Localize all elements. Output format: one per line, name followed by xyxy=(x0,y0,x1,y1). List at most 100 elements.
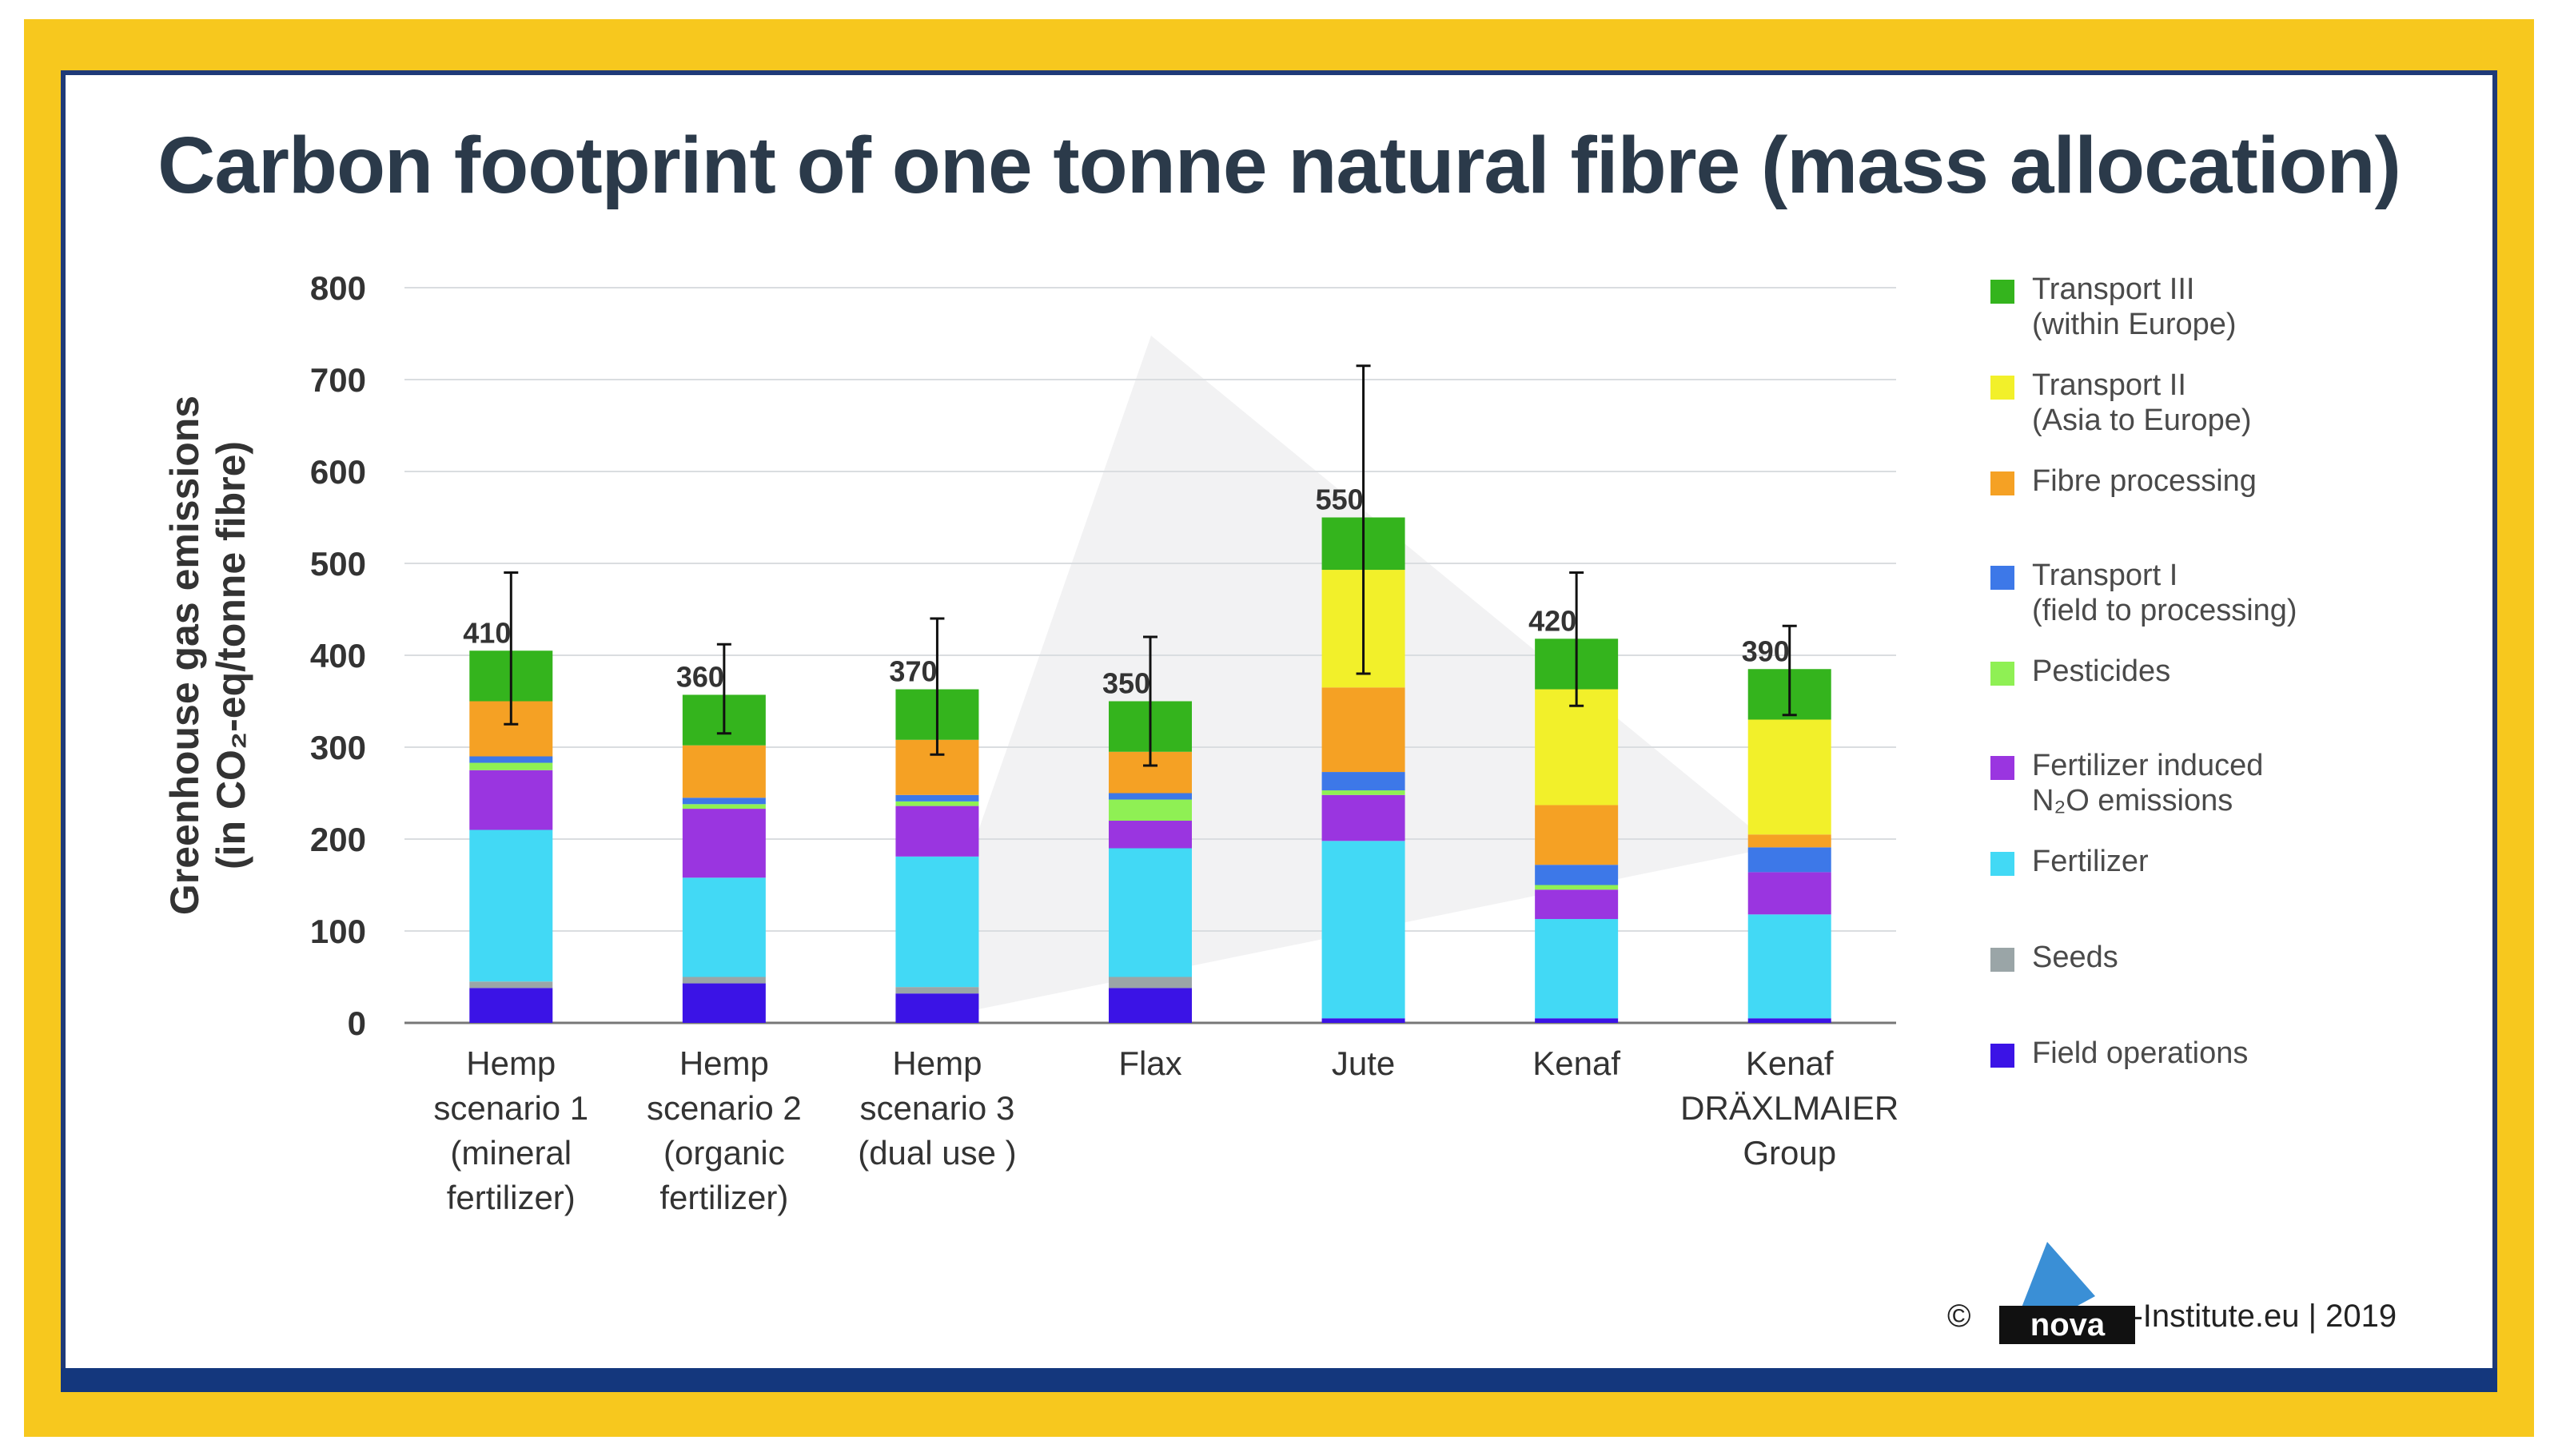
legend-item: Pesticides xyxy=(1990,654,2170,689)
legend-swatch xyxy=(1990,376,2014,400)
bar-segment xyxy=(1535,1018,1619,1023)
legend-label: Seeds xyxy=(2032,941,2118,974)
legend-item: Transport II (Asia to Europe) xyxy=(1990,368,2252,438)
legend-item: Seeds xyxy=(1990,940,2118,975)
bar-segment xyxy=(895,794,979,802)
x-category-label: Group xyxy=(1743,1134,1836,1172)
y-tick-label: 400 xyxy=(310,637,366,674)
legend-item: Transport III (within Europe) xyxy=(1990,272,2237,342)
gridlines xyxy=(404,287,1896,1024)
bar-segment xyxy=(1321,841,1405,1019)
legend-swatch xyxy=(1990,471,2014,495)
bar-segment xyxy=(469,756,553,763)
bar-segment xyxy=(1747,834,1831,848)
x-category-label: fertilizer) xyxy=(659,1179,788,1216)
x-category-label: (mineral xyxy=(450,1134,572,1172)
bar-segment xyxy=(1109,799,1192,821)
x-category-label: fertilizer) xyxy=(447,1179,576,1216)
legend-label: Fibre processing xyxy=(2032,464,2257,498)
x-category-label: scenario 2 xyxy=(647,1089,802,1127)
bar-segment xyxy=(1109,821,1192,849)
legend-item: Fertilizer induced N₂O emissions xyxy=(1990,748,2263,818)
nova-logo: nova xyxy=(1975,1242,2136,1344)
x-category-label: Hemp xyxy=(892,1044,982,1082)
bar-segment xyxy=(682,877,766,977)
legend-swatch xyxy=(1990,948,2014,972)
legend-label: Pesticides xyxy=(2032,654,2171,688)
bar-segment xyxy=(1535,805,1619,865)
bar-segment xyxy=(895,856,979,988)
nova-logo-text: nova xyxy=(1999,1306,2136,1344)
chart-title: Carbon footprint of one tonne natural fi… xyxy=(157,121,2401,210)
bar-segment xyxy=(895,801,979,806)
bar-segment xyxy=(895,806,979,857)
bar-segment xyxy=(682,804,766,810)
nova-logo-sail-icon xyxy=(2007,1242,2096,1344)
bar-segment xyxy=(1747,914,1831,1019)
bar-segment xyxy=(1109,793,1192,800)
bar-segment xyxy=(1321,772,1405,791)
legend-label: Fertilizer induced N₂O emissions xyxy=(2032,749,2264,818)
y-tick-label: 100 xyxy=(310,913,366,950)
total-label: 360 xyxy=(676,660,724,693)
copyright-symbol: © xyxy=(1947,1298,1971,1334)
bar-segment xyxy=(1535,689,1619,806)
legend-label: Transport I (field to processing) xyxy=(2032,559,2297,627)
bar-segment xyxy=(895,987,979,994)
x-category-label: Hemp xyxy=(466,1044,556,1082)
bar-segment xyxy=(682,983,766,1023)
bar-segment xyxy=(1747,872,1831,915)
legend-label: Fertilizer xyxy=(2032,845,2149,878)
bar-segment xyxy=(469,829,553,982)
y-tick-label: 800 xyxy=(310,269,366,307)
x-category-label: (dual use ) xyxy=(858,1134,1016,1172)
legend-swatch xyxy=(1990,852,2014,876)
legend-item: Field operations xyxy=(1990,1036,2248,1071)
bar-segment xyxy=(1535,885,1619,890)
bar-segment xyxy=(469,988,553,1023)
bar-segment xyxy=(469,762,553,770)
legend-swatch xyxy=(1990,280,2014,304)
bar-segment xyxy=(1321,790,1405,795)
total-label: 350 xyxy=(1102,667,1150,700)
legend-swatch xyxy=(1990,1044,2014,1068)
y-tick-label: 600 xyxy=(310,453,366,491)
x-category-label: Kenaf xyxy=(1746,1044,1834,1082)
legend-swatch xyxy=(1990,756,2014,780)
bar-segment xyxy=(1109,988,1192,1023)
y-axis-label: Greenhouse gas emissions xyxy=(162,396,207,915)
y-tick-label: 500 xyxy=(310,545,366,583)
legend-label: Transport II (Asia to Europe) xyxy=(2032,368,2252,437)
bar-segment xyxy=(895,993,979,1023)
y-axis-label-units: (in CO₂-eq/tonne fibre) xyxy=(209,441,253,869)
bar-segment xyxy=(1321,687,1405,773)
legend-label: Transport III (within Europe) xyxy=(2032,273,2237,341)
y-tick-label: 200 xyxy=(310,821,366,858)
total-label: 370 xyxy=(889,655,937,688)
x-category-label: DRÄXLMAIER xyxy=(1680,1089,1899,1127)
total-label: 550 xyxy=(1316,483,1364,516)
legend-item: Transport I (field to processing) xyxy=(1990,558,2297,628)
legend-label: Field operations xyxy=(2032,1036,2249,1070)
x-category-label: scenario 3 xyxy=(860,1089,1015,1127)
total-label: 390 xyxy=(1742,635,1790,667)
bar-segment xyxy=(469,770,553,830)
bar-segment xyxy=(1109,848,1192,977)
source-text: -Institute.eu | 2019 xyxy=(2132,1298,2397,1334)
x-category-label: Flax xyxy=(1118,1044,1181,1082)
copyright-footer: © nova -Institute.eu | 2019 xyxy=(1947,1242,2397,1344)
y-tick-label: 300 xyxy=(310,729,366,766)
bar-segment xyxy=(1535,889,1619,920)
bar-segment xyxy=(682,977,766,984)
x-category-label: Hemp xyxy=(679,1044,769,1082)
labels: 0 100 200 300 400 500 600 700 800 Greenhouse gas … xyxy=(162,269,1899,1216)
bar-segment xyxy=(1535,919,1619,1019)
bar-segment xyxy=(1321,1018,1405,1023)
total-label: 420 xyxy=(1528,604,1576,637)
y-tick-label: 0 xyxy=(348,1004,366,1042)
total-label: 410 xyxy=(463,616,511,649)
bar-segment xyxy=(682,809,766,878)
bottom-blue-stripe xyxy=(61,1368,2497,1392)
bar-segment xyxy=(1747,847,1831,873)
